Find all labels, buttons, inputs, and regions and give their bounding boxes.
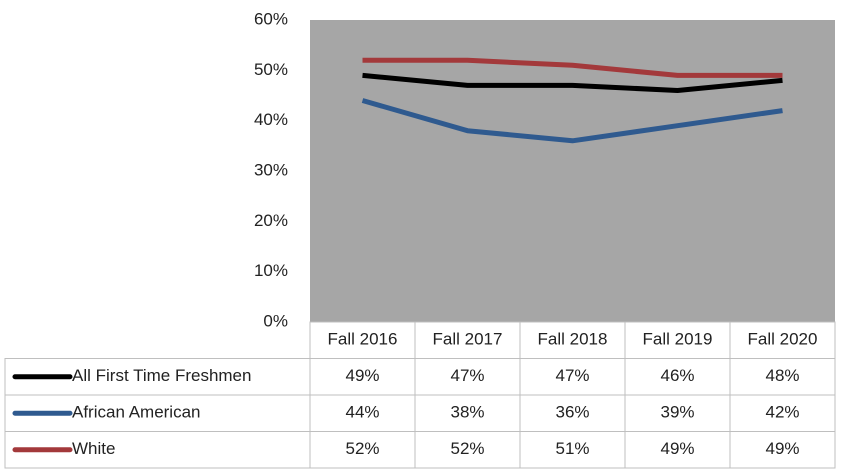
legend-label: All First Time Freshmen [72,366,251,385]
y-tick-label: 20% [254,211,288,230]
data-label: 47% [450,366,484,385]
data-label: 47% [555,366,589,385]
table-cell [729,431,836,469]
data-label: 51% [555,439,589,458]
data-label: 44% [345,403,379,422]
y-tick-label: 60% [254,9,288,28]
series-line [362,72,783,93]
x-tick-label: Fall 2019 [643,330,713,349]
data-label: 39% [660,403,694,422]
legend-label: African American [72,403,201,422]
data-label: 49% [765,439,799,458]
y-tick-label: 0% [263,311,288,330]
series-line [361,98,783,144]
data-label: 46% [660,366,694,385]
data-label: 42% [765,403,799,422]
plot-area [310,20,835,322]
data-label: 49% [660,439,694,458]
data-label: 36% [555,403,589,422]
data-label: 48% [765,366,799,385]
data-label: 52% [450,439,484,458]
y-tick-label: 40% [254,110,288,129]
data-label: 38% [450,403,484,422]
x-tick-label: Fall 2017 [433,330,503,349]
x-tick-label: Fall 2020 [748,330,818,349]
x-tick-label: Fall 2018 [538,330,608,349]
y-tick-label: 30% [254,160,288,179]
data-label: 52% [345,439,379,458]
y-tick-label: 10% [254,261,288,280]
series-line [362,57,783,78]
x-tick-label: Fall 2016 [328,330,398,349]
y-tick-label: 50% [254,60,288,79]
data-label: 49% [345,366,379,385]
legend-label: White [72,439,115,458]
